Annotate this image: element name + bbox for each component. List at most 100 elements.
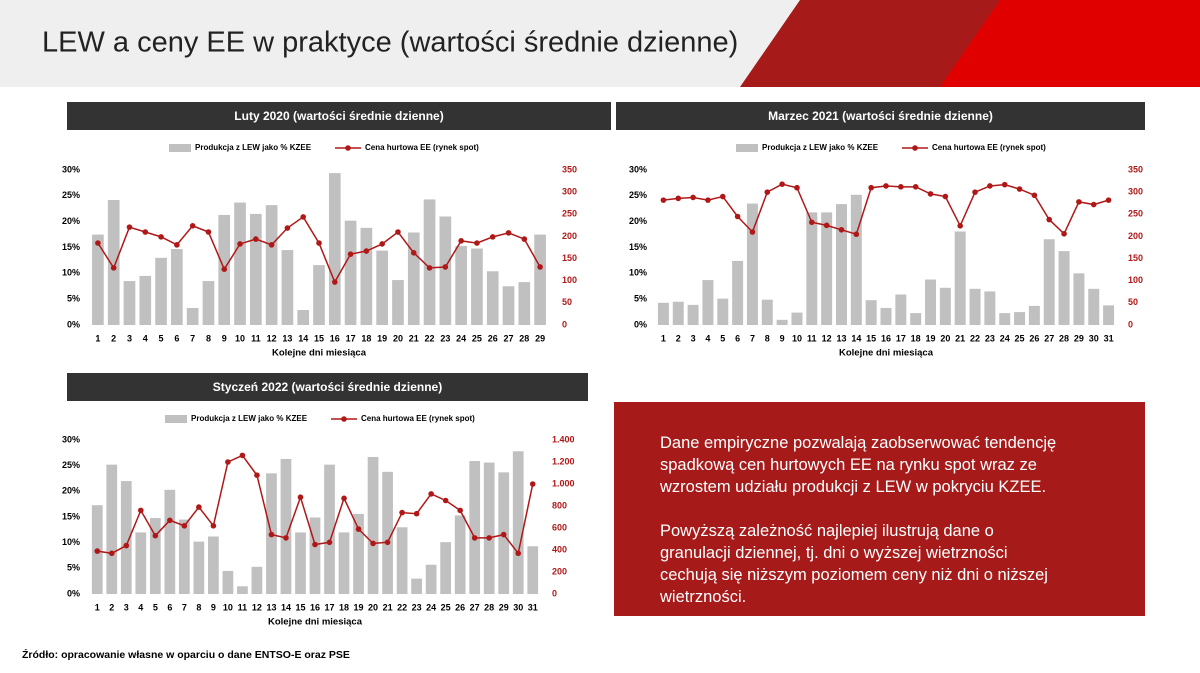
bar — [895, 294, 907, 325]
bar — [425, 564, 437, 594]
bar — [186, 307, 199, 325]
bar — [193, 541, 205, 594]
x-tick-label: 11 — [251, 333, 261, 343]
bar — [880, 307, 892, 325]
note-text: Dane empiryczne pozwalają zaobserwować t… — [660, 434, 1057, 496]
x-tick-label: 19 — [377, 333, 387, 343]
point — [489, 234, 496, 240]
x-tick-label: 18 — [911, 333, 921, 343]
y2-tick-label: 200 — [1128, 231, 1143, 241]
y-tick-label: 10% — [62, 537, 80, 547]
y2-tick-label: 150 — [1128, 253, 1143, 263]
bar — [208, 536, 219, 594]
legend-swatch — [165, 415, 187, 423]
x-tick-label: 26 — [488, 333, 498, 343]
point — [1031, 192, 1038, 199]
x-tick-label: 16 — [881, 333, 891, 343]
y2-tick-label: 250 — [1128, 209, 1143, 219]
point — [1016, 186, 1023, 192]
chart-title: Luty 2020 (wartości średnie dzienne) — [234, 109, 443, 123]
bar — [486, 271, 499, 325]
point — [779, 181, 785, 187]
x-tick-label: 27 — [1044, 333, 1054, 343]
x-tick-label: 31 — [1104, 333, 1114, 343]
x-tick-label: 8 — [196, 602, 201, 612]
bar — [732, 260, 744, 325]
bar — [502, 286, 515, 325]
x-tick-label: 18 — [339, 602, 349, 612]
point — [1076, 199, 1082, 205]
point — [413, 510, 420, 517]
point — [95, 240, 101, 246]
point — [442, 264, 449, 270]
x-tick-label: 4 — [705, 333, 710, 343]
point — [500, 531, 507, 538]
point — [268, 531, 275, 538]
y2-tick-label: 200 — [552, 566, 567, 576]
bar — [439, 216, 452, 325]
y2-tick-label: 100 — [1128, 275, 1143, 285]
bar — [791, 312, 803, 325]
x-tick-label: 8 — [206, 333, 211, 343]
y2-tick-label: 50 — [1128, 297, 1138, 307]
x-tick-label: 1 — [661, 333, 666, 343]
bar — [297, 310, 310, 325]
bar — [222, 570, 234, 594]
note-text: Powyższą zależność najlepiej ilustrują d… — [660, 522, 1048, 606]
point — [471, 535, 478, 541]
bar — [123, 281, 136, 325]
point — [123, 542, 130, 549]
x-tick-label: 10 — [235, 333, 245, 343]
y2-tick-label: 150 — [562, 253, 577, 263]
point — [283, 535, 289, 541]
legend-swatch — [169, 144, 191, 152]
x-tick-label: 28 — [1059, 333, 1069, 343]
bar — [149, 518, 161, 594]
x-tick-label: 16 — [330, 333, 340, 343]
point — [326, 539, 333, 546]
bar — [999, 313, 1011, 325]
point — [486, 535, 492, 541]
bar — [865, 300, 877, 325]
y2-tick-label: 250 — [562, 209, 577, 219]
bar — [850, 194, 862, 325]
x-tick-label: 13 — [836, 333, 846, 343]
bar — [309, 517, 321, 594]
bar — [455, 245, 467, 325]
bar — [171, 249, 183, 325]
bar — [702, 280, 714, 325]
x-tick-label: 10 — [792, 333, 802, 343]
x-tick-label: 24 — [426, 602, 436, 612]
chart-title: Styczeń 2022 (wartości średnie dzienne) — [213, 380, 442, 394]
x-tick-label: 17 — [896, 333, 906, 343]
point — [987, 183, 993, 189]
point — [167, 517, 173, 524]
x-tick-label: 9 — [211, 602, 216, 612]
x-tick-label: 11 — [238, 602, 248, 612]
point — [883, 183, 889, 189]
x-tick-label: 21 — [409, 333, 419, 343]
point — [347, 251, 354, 257]
point — [912, 184, 919, 190]
bar — [106, 464, 118, 594]
x-tick-label: 28 — [484, 602, 494, 612]
point — [442, 497, 449, 504]
x-tick-label: 12 — [822, 333, 832, 343]
bar — [910, 313, 922, 325]
x-tick-label: 2 — [111, 333, 116, 343]
bar — [251, 566, 263, 594]
point — [239, 452, 246, 459]
bar — [717, 298, 729, 325]
bar — [454, 515, 466, 594]
x-tick-label: 19 — [926, 333, 936, 343]
x-tick-label: 29 — [499, 602, 509, 612]
point — [457, 507, 463, 514]
bar — [407, 232, 420, 325]
line — [663, 183, 1109, 236]
x-tick-label: 23 — [985, 333, 995, 343]
point — [927, 191, 934, 197]
bar — [835, 204, 847, 325]
x-tick-label: 3 — [691, 333, 696, 343]
bar — [295, 532, 306, 594]
